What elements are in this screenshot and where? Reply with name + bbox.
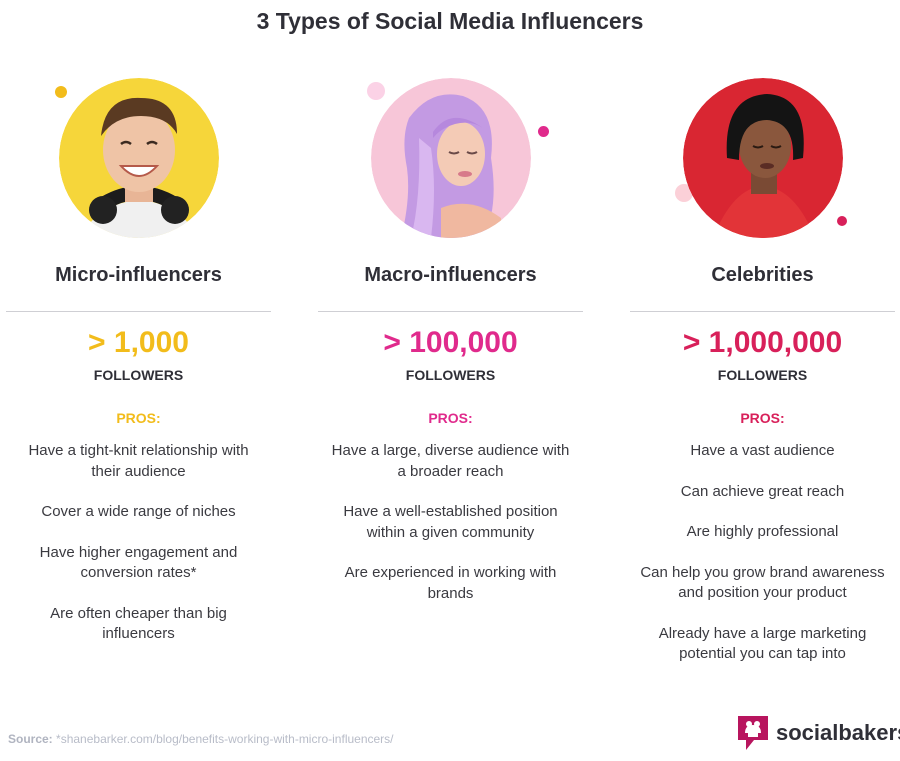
macro-influencer-avatar-wrap — [366, 78, 549, 238]
column-heading: Celebrities — [711, 264, 814, 286]
decor-dot-yellow — [54, 86, 67, 98]
list-item: Are often cheaper than big influencers — [50, 604, 227, 643]
macro-influencer-photo — [370, 78, 531, 238]
source-link[interactable]: *shanebarker.com/blog/benefits-working-w… — [56, 732, 394, 746]
page-title: 3 Types of Social Media Influencers — [256, 8, 644, 34]
column-heading: Micro-influencers — [55, 264, 222, 286]
column-heading: Macro-influencers — [364, 264, 537, 286]
brand-name: socialbakers — [776, 720, 900, 745]
divider — [630, 311, 895, 312]
follower-count: > 100,000 — [383, 326, 518, 359]
list-item: Are highly professional — [686, 523, 839, 540]
decor-dot-pink-light — [674, 184, 693, 202]
pros-label: PROS: — [428, 410, 473, 426]
brand-lockup[interactable]: socialbakers — [736, 713, 900, 753]
followers-label: FOLLOWERS — [405, 367, 496, 383]
decor-dot-pink-light — [366, 82, 385, 100]
micro-influencer-avatar-wrap — [54, 78, 219, 238]
pros-list: Have a large, diverse audience with a br… — [318, 441, 583, 624]
pros-list: Have a vast audience Can achieve great r… — [630, 441, 895, 685]
divider — [318, 311, 583, 312]
micro-influencer-photo — [58, 78, 219, 238]
list-item: Cover a wide range of niches — [41, 503, 236, 520]
follower-count: > 1,000,000 — [682, 326, 843, 359]
socialbakers-logo-icon — [738, 716, 768, 750]
source-note: Source: *shanebarker.com/blog/benefits-w… — [8, 732, 394, 746]
list-item: Are experienced in working with brands — [344, 564, 557, 602]
list-item: Can help you grow brand awareness and po… — [640, 563, 885, 602]
list-item: Have a large, diverse audience with a br… — [331, 442, 570, 480]
list-item: Have a vast audience — [690, 442, 835, 459]
decor-dot-magenta — [537, 126, 549, 137]
column-celebrities: Celebrities > 1,000,000 FOLLOWERS PROS: … — [630, 0, 895, 700]
pros-label: PROS: — [116, 410, 161, 426]
followers-label: FOLLOWERS — [717, 367, 808, 383]
celebrity-avatar-wrap — [674, 78, 847, 238]
list-item: Can achieve great reach — [680, 482, 845, 500]
pros-label: PROS: — [740, 410, 785, 426]
follower-count: > 1,000 — [88, 326, 189, 359]
divider — [6, 311, 271, 312]
decor-dot-red — [836, 216, 847, 226]
source-label: Source: — [8, 732, 53, 746]
list-item: Have a tight-knit relationship with thei… — [28, 442, 249, 480]
followers-label: FOLLOWERS — [93, 367, 184, 383]
column-macro-influencers: Macro-influencers > 100,000 FOLLOWERS PR… — [318, 0, 583, 700]
column-micro-influencers: Micro-influencers > 1,000 FOLLOWERS PROS… — [6, 0, 271, 700]
celebrity-photo — [682, 78, 843, 238]
list-item: Already have a large marketing potential… — [658, 624, 867, 663]
list-item: Have higher engagement and conversion ra… — [39, 543, 238, 582]
list-item: Have a well-established position within … — [343, 503, 558, 541]
pros-list: Have a tight-knit relationship with thei… — [6, 441, 271, 665]
